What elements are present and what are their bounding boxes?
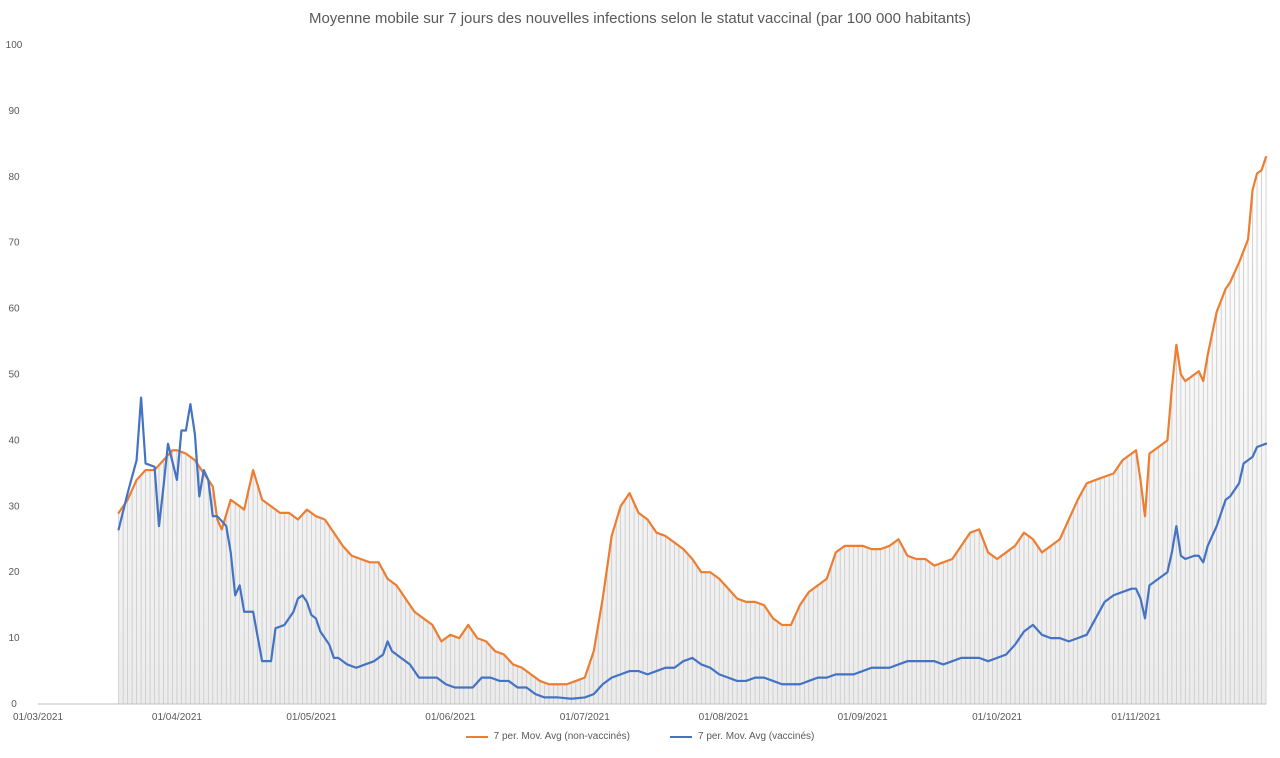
legend-swatch-vaccines <box>670 735 692 738</box>
y-tick-label: 90 <box>8 106 20 117</box>
x-tick-label: 01/05/2021 <box>286 712 336 723</box>
chart-title: Moyenne mobile sur 7 jours des nouvelles… <box>308 10 972 27</box>
x-tick-label: 01/09/2021 <box>838 712 888 723</box>
x-tick-label: 01/11/2021 <box>1111 712 1161 723</box>
y-tick-label: 70 <box>8 238 20 249</box>
legend: 7 per. Mov. Avg (non-vaccinés) 7 per. Mo… <box>0 731 1280 742</box>
x-tick-label: 01/04/2021 <box>152 712 202 723</box>
series-line-vaccines <box>117 396 1268 700</box>
legend-item-non-vaccines: 7 per. Mov. Avg (non-vaccinés) <box>465 731 630 742</box>
drop-lines <box>118 157 1267 704</box>
y-tick-label: 40 <box>8 435 20 446</box>
y-tick-label: 20 <box>8 567 20 578</box>
legend-label-vaccines: 7 per. Mov. Avg (vaccinés) <box>698 731 815 742</box>
x-tick-label: 01/06/2021 <box>425 712 475 723</box>
y-tick-label: 80 <box>8 172 20 183</box>
y-tick-label: 30 <box>8 501 20 512</box>
x-tick-label: 01/07/2021 <box>560 712 610 723</box>
legend-swatch-non-vaccines <box>465 735 488 738</box>
y-tick-label: 100 <box>6 40 23 51</box>
y-tick-label: 0 <box>11 699 17 710</box>
x-tick-label: 01/08/2021 <box>699 712 749 723</box>
x-tick-label: 01/10/2021 <box>972 712 1022 723</box>
series-line-non-vaccines <box>117 155 1268 686</box>
legend-label-non-vaccines: 7 per. Mov. Avg (non-vaccinés) <box>493 731 630 742</box>
y-tick-label: 50 <box>8 370 20 381</box>
x-tick-label: 01/03/2021 <box>13 712 63 723</box>
legend-item-vaccines: 7 per. Mov. Avg (vaccinés) <box>670 731 814 742</box>
y-tick-label: 10 <box>8 633 20 644</box>
y-tick-label: 60 <box>8 304 20 315</box>
